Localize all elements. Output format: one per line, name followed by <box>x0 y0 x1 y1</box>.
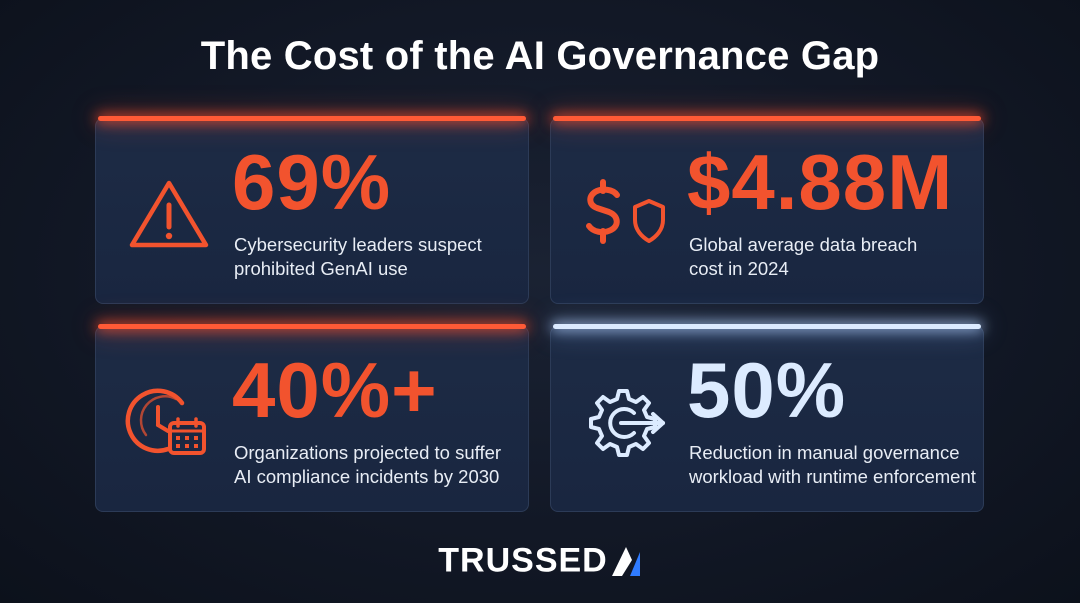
stat-card-data-breach-cost: $4.88M Global average data breach cost i… <box>550 116 984 304</box>
stat-card-compliance-incidents: 40%+ Organizations projected to suffer A… <box>95 324 529 512</box>
stat-description: Global average data breach cost in 2024 <box>689 233 979 281</box>
stat-description: Organizations projected to suffer AI com… <box>234 441 524 489</box>
stat-card-workload-reduction: 50% Reduction in manual governance workl… <box>550 324 984 512</box>
stat-description-line: Cybersecurity leaders suspect <box>234 234 482 255</box>
stat-description-line: AI compliance incidents by 2030 <box>234 466 500 487</box>
stat-description-line: Organizations projected to suffer <box>234 442 502 463</box>
warning-triangle-icon <box>124 173 214 253</box>
trussed-logo: TRUSSED <box>0 540 1080 581</box>
stat-description-line: Global average data breach <box>689 234 918 255</box>
stat-description-line: prohibited GenAI use <box>234 258 408 279</box>
page-title: The Cost of the AI Governance Gap <box>200 34 880 78</box>
stat-description-line: Reduction in manual governance <box>689 442 960 463</box>
trussed-ai-mark-icon <box>610 544 642 578</box>
stat-description-line: workload with runtime enforcement <box>689 466 976 487</box>
stat-value: $4.88M <box>687 138 954 226</box>
stat-value: 40%+ <box>232 346 438 434</box>
dollar-shield-icon <box>579 173 669 253</box>
stat-description-line: cost in 2024 <box>689 258 789 279</box>
logo-wordmark: TRUSSED <box>438 541 608 580</box>
stat-description: Reduction in manual governance workload … <box>689 441 979 489</box>
stat-card-prohibited-genai: 69% Cybersecurity leaders suspect prohib… <box>95 116 529 304</box>
gear-arrow-icon <box>579 381 669 461</box>
clock-calendar-icon <box>124 381 214 461</box>
stat-value: 50% <box>687 346 847 434</box>
stat-description: Cybersecurity leaders suspect prohibited… <box>234 233 524 281</box>
stat-value: 69% <box>232 138 392 226</box>
